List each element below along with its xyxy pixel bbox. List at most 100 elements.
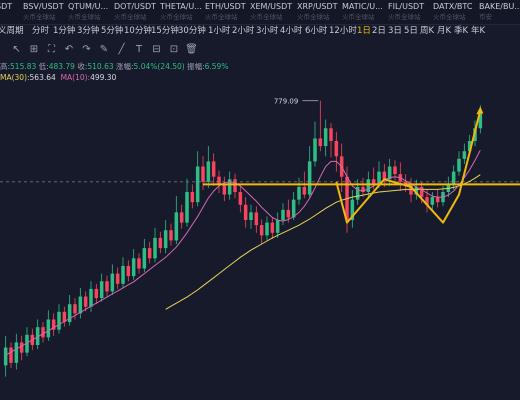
- interval-option[interactable]: 1小时: [208, 26, 231, 36]
- ruler-icon[interactable]: ⊟: [152, 44, 161, 55]
- interval-option[interactable]: 12小时: [329, 26, 357, 36]
- candle-body: [238, 192, 243, 205]
- candle-body: [457, 158, 461, 172]
- ticker-exchange: 火币全球站: [433, 13, 466, 21]
- interval-option[interactable]: 月K: [437, 26, 452, 36]
- interval-option[interactable]: 分时: [32, 26, 50, 36]
- ticker-item[interactable]: DATX/BTC 火币全球站: [433, 2, 472, 22]
- redo-icon[interactable]: ↷: [82, 44, 91, 55]
- interval-option[interactable]: 1分钟: [53, 26, 76, 36]
- ticker-symbol: XRP/USDT: [297, 2, 338, 11]
- interval-option[interactable]: 30分钟: [178, 26, 206, 36]
- ticker-symbol: QTUM/U...: [68, 2, 109, 11]
- ticker-item[interactable]: THETA/U... 火币全球站: [160, 2, 202, 22]
- candle-body: [302, 186, 307, 195]
- candle-body: [371, 179, 376, 185]
- interval-option[interactable]: 4小时: [280, 26, 303, 36]
- candle-body: [227, 179, 232, 195]
- change-label: 涨幅:: [116, 62, 134, 71]
- trash-icon[interactable]: 🗑: [185, 44, 198, 55]
- candle-body: [355, 186, 360, 200]
- interval-option[interactable]: 5日: [404, 26, 418, 36]
- candle-body: [147, 248, 152, 259]
- candle-body: [185, 192, 189, 223]
- candle-body: [467, 141, 472, 152]
- interval-option[interactable]: 3小时: [256, 26, 279, 36]
- interval-option[interactable]: 3日: [388, 26, 402, 36]
- ticker-item[interactable]: QTUM/U... 火币全球站: [68, 2, 108, 22]
- candle-body: [270, 222, 275, 233]
- brush-icon[interactable]: ✎: [99, 44, 109, 55]
- interval-option[interactable]: 年K: [471, 26, 486, 36]
- candle-body: [121, 265, 125, 284]
- candle-body: [222, 184, 227, 195]
- candle-body: [174, 212, 179, 241]
- candle-body: [142, 248, 147, 269]
- ticker-item[interactable]: DOT/USDT 火币全球站: [114, 2, 156, 22]
- ticker-exchange: 火币全球站: [114, 13, 147, 21]
- interval-option[interactable]: 周K: [420, 26, 435, 36]
- interval-option[interactable]: 15分钟: [151, 26, 179, 36]
- candle-body: [57, 311, 61, 330]
- ticker-item[interactable]: XRP/USDT 火币全球站: [297, 2, 338, 22]
- ticker-item[interactable]: FIL/USDT 火币全球站: [388, 2, 424, 22]
- interval-option[interactable]: 1日: [357, 26, 371, 36]
- ticker-item[interactable]: ETH/USDT 火币全球站: [205, 2, 246, 22]
- fullscreen-icon[interactable]: ⛶: [48, 44, 55, 55]
- candle-body: [190, 192, 195, 203]
- candle-body: [153, 237, 157, 259]
- candle-body: [281, 209, 285, 221]
- lock-icon[interactable]: ⊡: [169, 44, 179, 55]
- candle-body: [211, 161, 216, 177]
- ticker-item[interactable]: XEM/USDT 火币全球站: [250, 2, 292, 22]
- candle-body: [163, 230, 168, 249]
- candlestick-chart[interactable]: 779.09: [0, 84, 520, 400]
- low-value: 483.79: [48, 62, 75, 71]
- ticker-exchange: 火币全球站: [160, 13, 193, 21]
- ohlc-readout: 高:515.83 低:483.79 收:510.63 涨幅:5.04%(24.5…: [0, 61, 228, 72]
- ticker-item[interactable]: BSV/USDT 火币全球站: [23, 2, 64, 22]
- ticker-item[interactable]: BAKE/BU... 币安: [479, 2, 520, 22]
- ticker-item[interactable]: MATIC/U... 火币全球站: [342, 2, 383, 22]
- candle-body: [131, 258, 136, 277]
- candle-body: [217, 176, 221, 185]
- candle-body: [35, 327, 40, 345]
- candle-body: [387, 166, 392, 180]
- close-label: 收:: [77, 62, 88, 71]
- ticker-exchange: 火币全球站: [68, 13, 101, 21]
- cursor-icon[interactable]: ↖: [12, 44, 21, 55]
- interval-option[interactable]: 季K: [454, 26, 469, 36]
- ticker-item[interactable]: SDT: [0, 2, 12, 12]
- candle-body: [105, 281, 109, 292]
- candle-body: [233, 179, 237, 192]
- candle-body: [19, 342, 24, 353]
- interval-option[interactable]: 3分钟: [77, 26, 100, 36]
- candle-body: [329, 128, 333, 141]
- interval-option[interactable]: 2小时: [232, 26, 255, 36]
- ticker-exchange: 火币全球站: [23, 13, 56, 21]
- candle-body: [67, 304, 72, 323]
- interval-option[interactable]: 10分钟: [124, 26, 152, 36]
- candle-body: [435, 197, 440, 203]
- interval-option[interactable]: 5分钟: [101, 26, 124, 36]
- candle-body: [73, 304, 77, 314]
- candle-body: [313, 138, 317, 162]
- candle-body: [179, 212, 184, 223]
- ticker-exchange: 火币全球站: [250, 13, 283, 21]
- ticker-symbol: BAKE/BU...: [479, 2, 520, 11]
- line-icon[interactable]: ╱: [118, 44, 125, 55]
- interval-option[interactable]: 2日: [372, 26, 386, 36]
- add-icon[interactable]: ⊞: [29, 44, 39, 55]
- ticker-symbol: DOT/USDT: [114, 2, 157, 11]
- undo-icon[interactable]: ↶: [64, 44, 74, 55]
- candle-body: [158, 237, 163, 249]
- candle-body: [393, 166, 397, 175]
- arrow-head: [476, 106, 484, 115]
- interval-option[interactable]: 6小时: [305, 26, 328, 36]
- candle-body: [478, 112, 483, 129]
- candle-body: [366, 179, 371, 192]
- ticker-exchange: 火币全球站: [388, 13, 421, 21]
- candle-body: [323, 128, 328, 147]
- interval-option[interactable]: 义周期: [0, 26, 24, 36]
- text-icon[interactable]: T: [135, 44, 143, 55]
